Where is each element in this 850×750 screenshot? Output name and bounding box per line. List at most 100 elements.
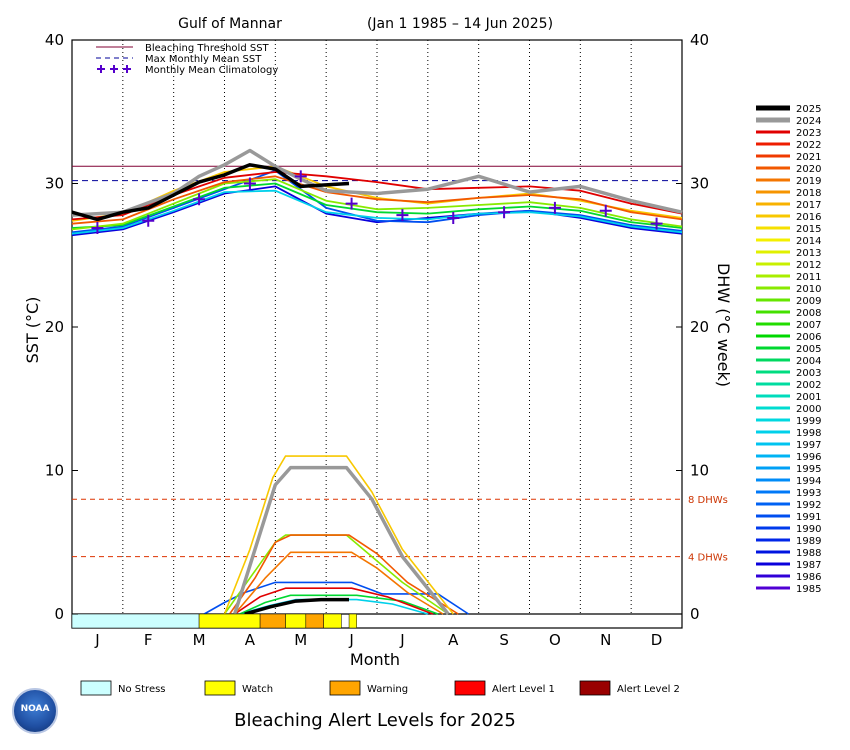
climatology-marker <box>650 217 663 230</box>
alert-legend-label: Alert Level 1 <box>492 684 555 695</box>
climatology-marker <box>548 201 561 214</box>
alert-legend-label: No Stress <box>118 684 166 695</box>
year-legend-label: 2021 <box>796 152 821 163</box>
month-label: S <box>499 631 509 649</box>
month-label: O <box>549 631 561 649</box>
month-label: M <box>193 631 206 649</box>
alert-legend-swatch <box>204 680 236 696</box>
dhw-line-2024 <box>233 465 450 616</box>
year-legend-label: 2022 <box>796 140 821 151</box>
climatology-marker <box>498 206 511 219</box>
year-legend: 2025202420232022202120202019201820172016… <box>756 104 821 595</box>
year-legend-label: 2000 <box>796 404 821 415</box>
legend-label: Bleaching Threshold SST <box>145 43 270 54</box>
climatology-marker <box>193 193 206 206</box>
dhw-line-2020 <box>228 534 459 615</box>
year-legend-label: 2001 <box>796 392 821 403</box>
climatology-marker <box>599 204 612 217</box>
month-label: N <box>600 631 611 649</box>
year-legend-label: 1985 <box>796 584 821 595</box>
month-label: A <box>245 631 256 649</box>
year-legend-label: 1998 <box>796 428 821 439</box>
year-legend-label: 2023 <box>796 128 821 139</box>
chart-title-range: (Jan 1 1985 – 14 Jun 2025) <box>367 16 553 32</box>
year-legend-label: 2010 <box>796 284 821 295</box>
month-gridlines <box>72 40 682 615</box>
year-legend-label: 1993 <box>796 488 821 499</box>
y-tick-label-left: 40 <box>45 31 64 49</box>
y-tick-label-left: 0 <box>54 605 64 623</box>
y-tick-label-right: 40 <box>690 31 709 49</box>
alert-segment <box>348 613 357 629</box>
year-legend-label: 1990 <box>796 524 821 535</box>
dhw-line-2016 <box>223 455 454 615</box>
year-legend-label: 1995 <box>796 464 821 475</box>
alert-legend-swatch <box>579 680 611 696</box>
year-legend-label: 2006 <box>796 332 821 343</box>
year-legend-label: 2013 <box>796 248 821 259</box>
x-axis-label: Month <box>350 650 400 669</box>
alert-legend-swatch <box>454 680 486 696</box>
month-label: F <box>144 631 153 649</box>
alert-bar <box>71 613 357 629</box>
alert-segment <box>198 613 261 629</box>
alert-segment <box>323 613 342 629</box>
year-legend-label: 2015 <box>796 224 821 235</box>
reference-lines: 8 DHWs 4 DHWs <box>72 165 728 564</box>
alert-legend-label: Warning <box>367 684 408 695</box>
y-tick-label-right: 0 <box>690 605 700 623</box>
year-legend-label: 1992 <box>796 500 821 511</box>
climatology-markers <box>91 170 663 234</box>
alert-level-legend: No Stress Watch Warning Alert Level 1 Alert … <box>80 680 680 696</box>
legend-swatch-climatology <box>123 65 131 73</box>
year-legend-label: 2020 <box>796 164 821 175</box>
y-ticks: 0 0 10 10 20 20 30 30 40 40 <box>45 31 709 623</box>
sst-line-2016 <box>71 165 683 222</box>
legend-label: Monthly Mean Climatology <box>145 65 278 76</box>
y-axis-label-left: SST (°C) <box>23 297 42 364</box>
alert-legend-label: Alert Level 2 <box>617 684 680 695</box>
month-label: J <box>94 631 99 649</box>
year-legend-label: 2025 <box>796 104 821 115</box>
month-label: J <box>399 631 404 649</box>
dhw-line-2025 <box>244 597 349 616</box>
sst-series-group <box>71 148 683 237</box>
climatology-marker <box>345 197 358 210</box>
climatology-marker <box>396 209 409 222</box>
year-legend-label: 2014 <box>796 236 821 247</box>
year-legend-label: 1997 <box>796 440 821 451</box>
year-legend-label: 1987 <box>796 560 821 571</box>
year-legend-label: 2009 <box>796 296 821 307</box>
y-tick-label-left: 10 <box>45 462 64 480</box>
y-tick-label-left: 30 <box>45 175 64 193</box>
legend-swatch-climatology <box>97 65 105 73</box>
alert-segment <box>305 613 324 629</box>
climatology-marker <box>243 177 256 190</box>
dhw-reference-label: 4 DHWs <box>688 553 728 564</box>
sst-line-2020 <box>71 175 683 225</box>
y-tick-label-right: 10 <box>690 462 709 480</box>
y-axis-label-right: DHW (°C week) <box>714 263 733 387</box>
climatology-marker <box>91 221 104 234</box>
climatology-marker <box>447 211 460 224</box>
year-legend-label: 2007 <box>796 320 821 331</box>
year-legend-label: 2011 <box>796 272 821 283</box>
year-legend-label: 2002 <box>796 380 821 391</box>
footer-title: Bleaching Alert Levels for 2025 <box>234 710 516 731</box>
year-legend-label: 1991 <box>796 512 821 523</box>
dhw-line-2023 <box>234 587 434 615</box>
alert-legend-swatch <box>329 680 361 696</box>
year-legend-label: 2005 <box>796 344 821 355</box>
alert-segment <box>259 613 286 629</box>
year-legend-label: 2017 <box>796 200 821 211</box>
dhw-reference-label: 8 DHWs <box>688 495 728 506</box>
alert-segment <box>71 613 200 629</box>
sst-line-1991 <box>71 169 683 234</box>
legend-label: Max Monthly Mean SST <box>145 54 262 65</box>
sst-line-2005 <box>71 182 683 229</box>
alert-segment <box>285 613 307 629</box>
month-label: J <box>348 631 353 649</box>
